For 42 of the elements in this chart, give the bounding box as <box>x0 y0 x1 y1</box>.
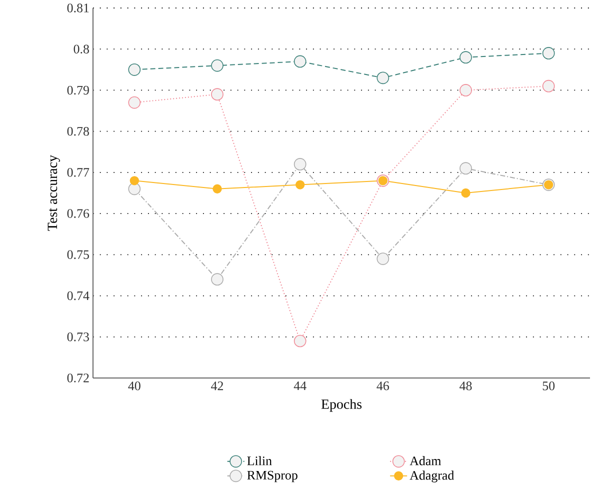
x-tick-label: 40 <box>128 382 140 390</box>
point <box>460 162 472 175</box>
point <box>130 176 139 186</box>
legend-label: Adagrad <box>410 470 454 482</box>
point <box>294 158 306 170</box>
point <box>211 59 224 72</box>
point <box>128 96 141 109</box>
point <box>461 188 470 198</box>
point <box>128 63 141 76</box>
x-axis-title: Epochs <box>321 399 362 412</box>
x-tick-label: 44 <box>294 382 306 390</box>
point <box>296 180 305 190</box>
legend-label: RMSprop <box>247 470 298 482</box>
point <box>128 182 141 196</box>
point <box>211 273 224 286</box>
y-tick-label: 0.74 <box>67 291 90 300</box>
point <box>542 80 555 92</box>
x-tick-label: 48 <box>460 382 472 390</box>
point <box>211 88 224 101</box>
legend-label: Adam <box>410 456 442 466</box>
y-tick-label: 0.81 <box>67 4 89 12</box>
y-axis-title: Test accuracy <box>48 155 60 231</box>
point <box>376 252 390 265</box>
x-tick-label: 42 <box>211 382 224 390</box>
point <box>460 84 472 96</box>
y-tick-label: 0.78 <box>67 126 89 136</box>
y-tick-label: 0.76 <box>67 209 90 218</box>
y-tick-label: 0.75 <box>67 250 89 260</box>
point <box>294 334 306 348</box>
x-tick-label: 46 <box>376 382 390 390</box>
legend-label: Lilin <box>247 456 272 466</box>
point <box>376 72 390 84</box>
point <box>542 47 555 60</box>
y-tick-label: 0.72 <box>67 374 89 382</box>
x-tick-label: 50 <box>542 382 555 390</box>
y-tick-label: 0.77 <box>67 168 90 177</box>
y-tick-label: 0.73 <box>67 332 89 342</box>
point <box>294 55 306 68</box>
y-tick-label: 0.8 <box>74 44 89 54</box>
point <box>212 184 222 194</box>
y-tick-label: 0.79 <box>67 86 89 95</box>
point <box>460 51 472 64</box>
